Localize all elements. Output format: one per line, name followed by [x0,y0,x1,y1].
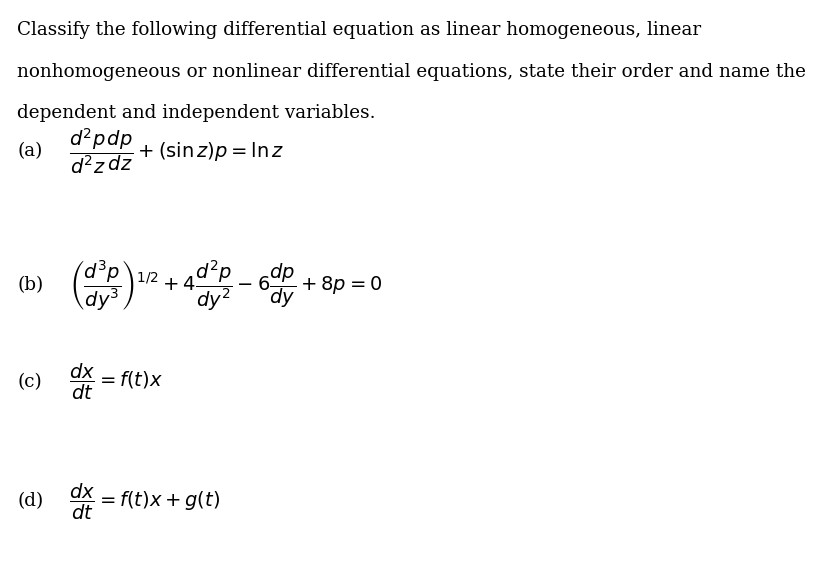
Text: $\dfrac{d^2p}{d^2z}\dfrac{dp}{dz}+(\sin z)p=\ln z$: $\dfrac{d^2p}{d^2z}\dfrac{dp}{dz}+(\sin … [69,127,284,176]
Text: (c): (c) [17,373,42,391]
Text: dependent and independent variables.: dependent and independent variables. [17,104,376,122]
Text: $\dfrac{dx}{dt}=f(t)x$: $\dfrac{dx}{dt}=f(t)x$ [69,362,162,402]
Text: Classify the following differential equation as linear homogeneous, linear: Classify the following differential equa… [17,21,701,39]
Text: (a): (a) [17,143,43,160]
Text: (b): (b) [17,276,43,294]
Text: $\left(\dfrac{d^3p}{dy^3}\right)^{1/2}+4\dfrac{d^2p}{dy^2}-6\dfrac{dp}{dy}+8p=0$: $\left(\dfrac{d^3p}{dy^3}\right)^{1/2}+4… [69,258,382,312]
Text: (d): (d) [17,492,43,510]
Text: $\dfrac{dx}{dt}=f(t)x+g(t)$: $\dfrac{dx}{dt}=f(t)x+g(t)$ [69,482,219,522]
Text: nonhomogeneous or nonlinear differential equations, state their order and name t: nonhomogeneous or nonlinear differential… [17,63,806,81]
